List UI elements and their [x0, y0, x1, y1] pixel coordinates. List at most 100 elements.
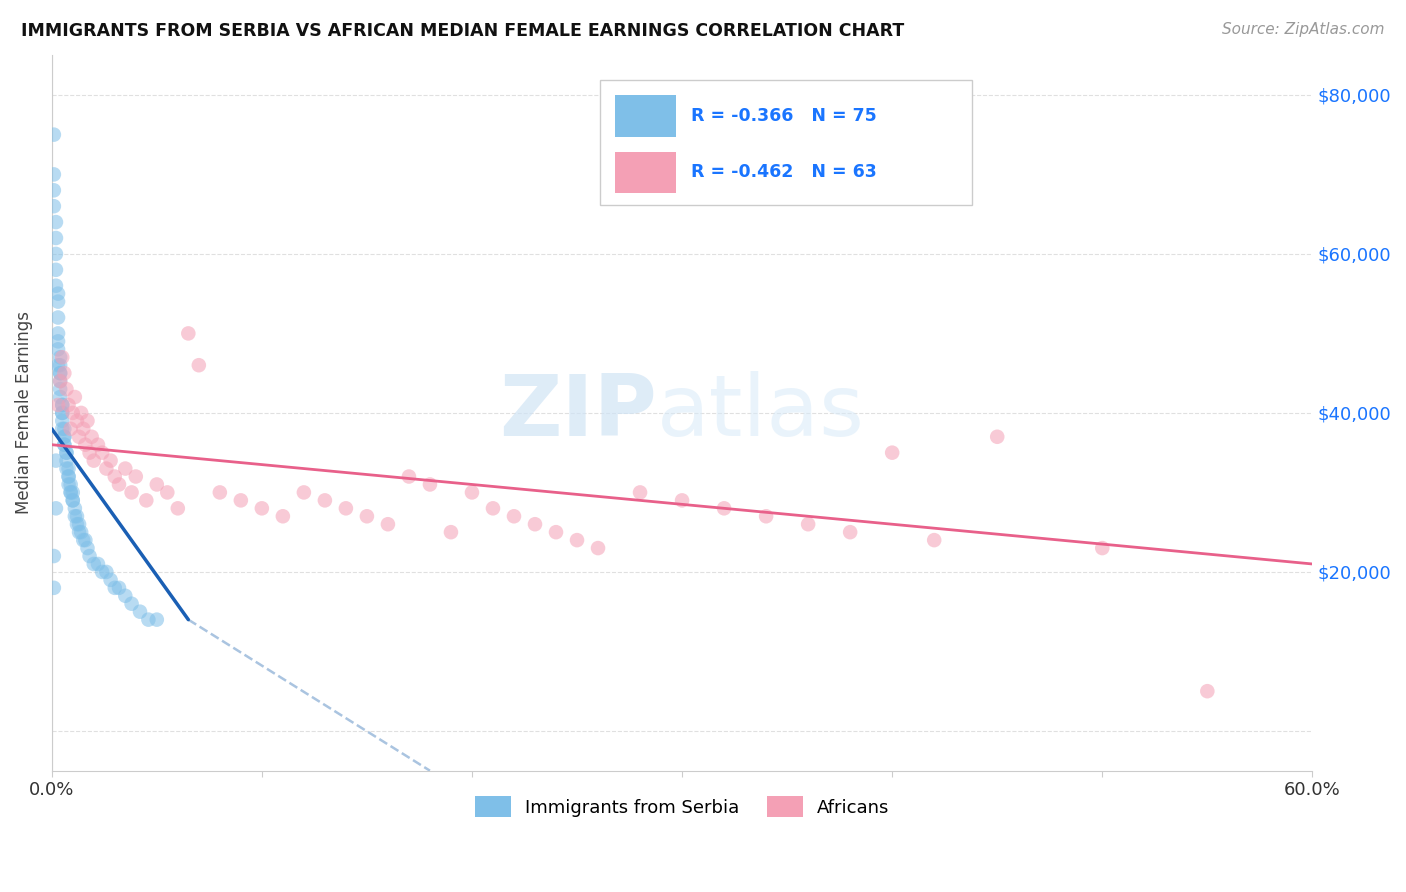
Point: [49, 374, 72, 388]
Point: [208, 485, 231, 500]
Point: [100, 453, 122, 467]
Point: [1091, 541, 1114, 555]
Point: [49, 374, 72, 388]
Point: [482, 501, 505, 516]
Text: atlas: atlas: [657, 371, 865, 454]
Point: [62, 493, 84, 508]
Point: [55, 453, 77, 467]
Point: [42, 183, 65, 197]
Text: IMMIGRANTS FROM SERBIA VS AFRICAN MEDIAN FEMALE EARNINGS CORRELATION CHART: IMMIGRANTS FROM SERBIA VS AFRICAN MEDIAN…: [21, 22, 904, 40]
Point: [125, 469, 148, 483]
Point: [114, 589, 136, 603]
Point: [87, 438, 110, 452]
Point: [713, 501, 735, 516]
Point: [922, 533, 945, 548]
Point: [49, 351, 72, 365]
Point: [63, 501, 86, 516]
Point: [49, 390, 72, 404]
Point: [440, 525, 463, 540]
Point: [45, 231, 67, 245]
Point: [882, 445, 904, 459]
Point: [187, 358, 209, 372]
Point: [138, 613, 160, 627]
Point: [96, 565, 118, 579]
Point: [55, 445, 77, 459]
Point: [45, 501, 67, 516]
Point: [503, 509, 526, 524]
Point: [55, 461, 77, 475]
Legend: Immigrants from Serbia, Africans: Immigrants from Serbia, Africans: [465, 787, 898, 826]
Point: [75, 438, 97, 452]
Point: [72, 422, 94, 436]
Point: [66, 414, 89, 428]
Point: [87, 557, 110, 571]
Point: [51, 406, 73, 420]
Point: [146, 613, 169, 627]
Point: [335, 501, 357, 516]
Point: [58, 461, 80, 475]
Point: [49, 382, 72, 396]
Point: [166, 501, 188, 516]
Point: [72, 533, 94, 548]
Point: [42, 168, 65, 182]
Point: [104, 469, 127, 483]
Point: [59, 422, 82, 436]
Point: [59, 485, 82, 500]
Point: [83, 557, 105, 571]
Point: [42, 199, 65, 213]
Point: [121, 597, 143, 611]
Point: [45, 247, 67, 261]
Point: [108, 581, 131, 595]
Text: R = -0.462   N = 63: R = -0.462 N = 63: [690, 163, 877, 181]
Point: [53, 430, 76, 444]
Point: [70, 525, 93, 540]
Point: [53, 366, 76, 380]
Point: [45, 278, 67, 293]
Point: [45, 215, 67, 229]
Point: [46, 286, 69, 301]
Point: [129, 605, 152, 619]
Point: [51, 398, 73, 412]
Point: [100, 573, 122, 587]
Point: [671, 493, 693, 508]
Text: ZIP: ZIP: [499, 371, 657, 454]
Point: [59, 485, 82, 500]
Point: [108, 477, 131, 491]
Point: [91, 445, 114, 459]
Point: [79, 549, 101, 563]
Y-axis label: Median Female Earnings: Median Female Earnings: [15, 311, 32, 515]
Point: [49, 358, 72, 372]
Point: [76, 414, 98, 428]
Point: [46, 343, 69, 357]
Point: [67, 517, 90, 532]
Point: [986, 430, 1008, 444]
Point: [42, 549, 65, 563]
Point: [58, 398, 80, 412]
Point: [42, 581, 65, 595]
Point: [59, 477, 82, 491]
Point: [135, 493, 157, 508]
Point: [49, 366, 72, 380]
Point: [51, 398, 73, 412]
Point: [524, 517, 547, 532]
Point: [58, 477, 80, 491]
Point: [271, 509, 294, 524]
Point: [58, 469, 80, 483]
Point: [53, 422, 76, 436]
Point: [62, 485, 84, 500]
Point: [146, 477, 169, 491]
Point: [66, 517, 89, 532]
Point: [80, 430, 103, 444]
Point: [177, 326, 200, 341]
Point: [51, 351, 73, 365]
Point: [75, 533, 97, 548]
Point: [63, 509, 86, 524]
Point: [114, 461, 136, 475]
Text: Source: ZipAtlas.com: Source: ZipAtlas.com: [1222, 22, 1385, 37]
Point: [66, 509, 89, 524]
Point: [1197, 684, 1219, 698]
Point: [156, 485, 179, 500]
Point: [83, 453, 105, 467]
Text: R = -0.366   N = 75: R = -0.366 N = 75: [690, 107, 877, 125]
Point: [79, 445, 101, 459]
